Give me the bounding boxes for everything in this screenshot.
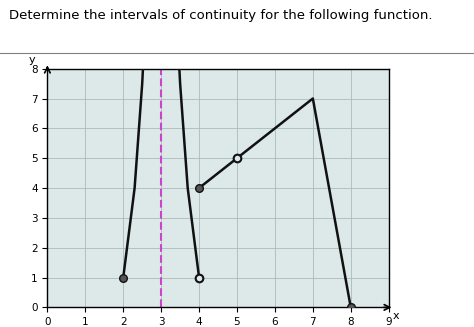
Text: y: y (29, 55, 36, 65)
Text: x: x (393, 311, 400, 321)
Text: Determine the intervals of continuity for the following function.: Determine the intervals of continuity fo… (9, 9, 433, 22)
